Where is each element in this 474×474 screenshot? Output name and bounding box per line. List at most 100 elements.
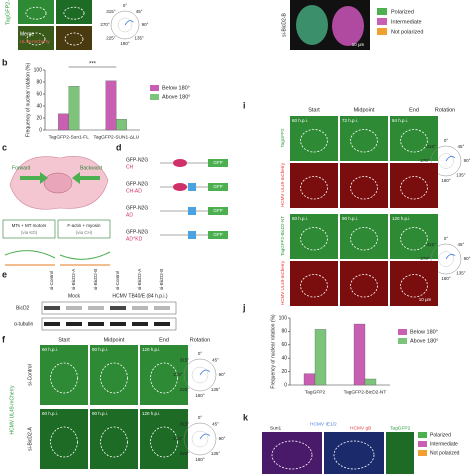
- blot-band: [132, 306, 148, 310]
- nucleus-outline: [350, 176, 378, 200]
- legend-swatch: [150, 85, 159, 91]
- label: HCMV TB40/E (84 h.p.i.): [112, 293, 168, 299]
- time-label: 90 h.p.i.: [342, 216, 358, 221]
- rotation-trace: [199, 369, 210, 376]
- polar-angle: 180°: [195, 393, 205, 398]
- time-label: 60 h.p.i.: [42, 347, 58, 352]
- annotation: ***: [89, 62, 97, 68]
- lane-label: si-BicD2-B: [93, 269, 98, 290]
- lane-label: si-BicD2-A: [71, 269, 76, 290]
- y-tick-label: 100: [279, 315, 288, 321]
- image-tile: [56, 0, 92, 24]
- polar-plot: [117, 17, 133, 33]
- polar-angle: 90°: [219, 372, 226, 377]
- row-label: TagGFP2: [280, 128, 285, 148]
- nucleus-outline: [271, 440, 313, 470]
- panel-letter: d: [116, 142, 122, 152]
- legend-label: Below 180°: [410, 329, 438, 335]
- row-label: HCMV UL49-mCherry: [280, 260, 285, 305]
- time-label: 120 h.p.i.: [392, 216, 411, 221]
- label: CH: [126, 164, 134, 170]
- polar-angle: 0°: [198, 415, 203, 420]
- image-tile: [262, 432, 322, 474]
- nucleus-outline: [400, 129, 428, 153]
- label: UL49-mCherry: [20, 39, 50, 44]
- legend-label: Not polarized: [391, 29, 423, 35]
- domain: [188, 231, 196, 239]
- y-axis-label: Frequency of nuclear rotation (%): [25, 63, 31, 138]
- bar: [105, 80, 117, 131]
- image-tile: [18, 0, 54, 24]
- nucleus-outline: [300, 227, 328, 251]
- image-tile: [40, 409, 88, 469]
- polar-plot: [438, 251, 454, 267]
- label: GFP: [213, 184, 222, 189]
- channel-label: Sun1: [270, 425, 282, 431]
- image-tile: [340, 214, 388, 259]
- bar: [364, 378, 377, 386]
- column-header: Start: [58, 337, 70, 343]
- domain: [188, 183, 196, 191]
- channel-label: TagGFP2: [390, 425, 411, 431]
- panel-letter: f: [2, 334, 6, 344]
- channel-label: HCMV gB: [350, 425, 371, 431]
- y-tick-label: 20: [281, 369, 287, 375]
- row-label: si-Control: [27, 364, 33, 385]
- nucleus-outline: [25, 6, 47, 20]
- label: (via KD): [21, 230, 38, 235]
- time-label: 90 h.p.i.: [92, 411, 108, 416]
- label: α-tubulin: [14, 321, 34, 327]
- y-tick-label: 40: [36, 103, 42, 109]
- label: F-actin + myosin: [67, 223, 101, 228]
- legend-label: Not polarized: [430, 450, 460, 456]
- polar-angle: 90°: [142, 22, 149, 27]
- box: [2, 219, 56, 239]
- polar-angle: 225°: [180, 387, 190, 392]
- nucleus-outline: [100, 362, 128, 394]
- nucleus-map: [332, 6, 364, 46]
- lane-label: si-Control: [49, 271, 54, 290]
- row-label: HCMV UL49-mCherry: [280, 162, 285, 207]
- nucleus-outline: [350, 129, 378, 153]
- time-label: 60 h.p.i.: [292, 118, 308, 123]
- image-tile: [18, 26, 54, 50]
- polar-angle: 270°: [100, 22, 110, 27]
- label: Rotation: [435, 107, 456, 113]
- blot-band: [66, 322, 82, 326]
- nucleus: [43, 172, 73, 194]
- image-tile: [386, 432, 414, 474]
- polar-angle: 180°: [120, 41, 130, 46]
- polar-plot: [110, 10, 140, 40]
- label: (via CH): [76, 230, 93, 235]
- panel-letter: j: [242, 302, 246, 312]
- polar-plot: [191, 430, 209, 448]
- rotation-trace: [445, 253, 456, 260]
- image-tile: [390, 261, 438, 306]
- polar-angle: 135°: [456, 270, 466, 275]
- arrow: [20, 172, 48, 184]
- image-tile: [90, 409, 138, 469]
- image-tile: [290, 116, 338, 161]
- polar-angle: 180°: [441, 178, 451, 183]
- legend-swatch: [398, 329, 407, 335]
- nucleus-outline: [50, 362, 78, 394]
- label: GFP-N2G: [126, 229, 148, 235]
- blot-band: [44, 306, 60, 310]
- blot-band: [88, 322, 104, 326]
- polar-angle: 315°: [426, 242, 436, 247]
- polar-angle: 315°: [180, 357, 190, 362]
- nucleus-outline: [400, 176, 428, 200]
- panel-letter: k: [243, 412, 249, 422]
- blot-band: [110, 322, 126, 326]
- label: GFP-N2G: [126, 181, 148, 187]
- panel-letter: i: [243, 100, 246, 110]
- polar-angle: 315°: [180, 421, 190, 426]
- y-tick-label: 100: [34, 67, 43, 73]
- polar-plot: [430, 243, 462, 275]
- image-tile: [140, 409, 188, 469]
- y-tick-label: 20: [36, 115, 42, 121]
- nucleus-outline: [400, 227, 428, 251]
- image-tile: [290, 163, 338, 208]
- tag-box: [208, 231, 228, 239]
- polar-plot: [191, 366, 209, 384]
